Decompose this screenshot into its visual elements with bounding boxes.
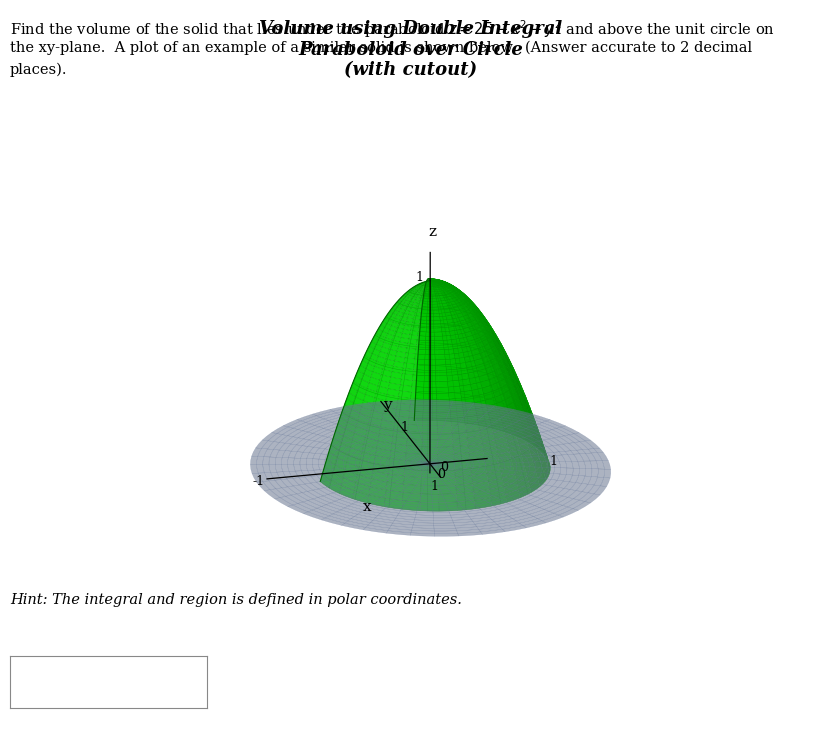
Text: the xy-plane.  A plot of an example of a similar solid is shown below.  (Answer : the xy-plane. A plot of an example of a …	[10, 41, 752, 55]
Text: Find the volume of the solid that lies under the paraboloid $z = 25 - x^2 - y^2$: Find the volume of the solid that lies u…	[10, 18, 775, 40]
Text: Hint: The integral and region is defined in polar coordinates.: Hint: The integral and region is defined…	[10, 593, 461, 607]
Title: Volume using Double Integral
Paraboloid over Circle
(with cutout): Volume using Double Integral Paraboloid …	[259, 20, 562, 80]
Text: places).: places).	[10, 63, 67, 77]
